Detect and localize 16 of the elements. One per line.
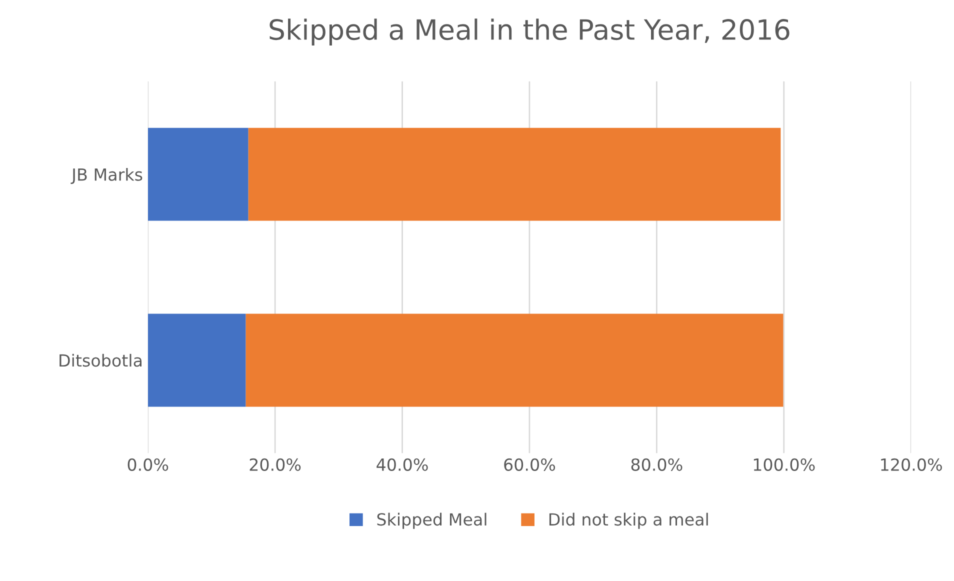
bar <box>148 314 246 407</box>
x-tick-label: 60.0% <box>504 458 556 471</box>
legend-label: Skipped Meal <box>377 512 486 529</box>
x-tick-label: 40.0% <box>376 458 428 471</box>
bar <box>248 128 781 221</box>
y-tick-label: Ditsobotla <box>60 354 142 367</box>
bar <box>246 314 784 407</box>
x-tick-label: 80.0% <box>631 458 682 471</box>
x-tick-label: 100.0% <box>754 458 815 471</box>
y-tick-label: JB Marks <box>70 168 142 184</box>
x-tick-label: 20.0% <box>250 458 301 471</box>
chart-title: Skipped a Meal in the Past Year, 2016 <box>270 18 790 46</box>
x-tick-label: 120.0% <box>881 458 942 471</box>
x-tick-label: 0.0% <box>128 458 168 471</box>
bar <box>148 128 248 221</box>
legend-label: Did not skip a meal <box>549 512 708 529</box>
